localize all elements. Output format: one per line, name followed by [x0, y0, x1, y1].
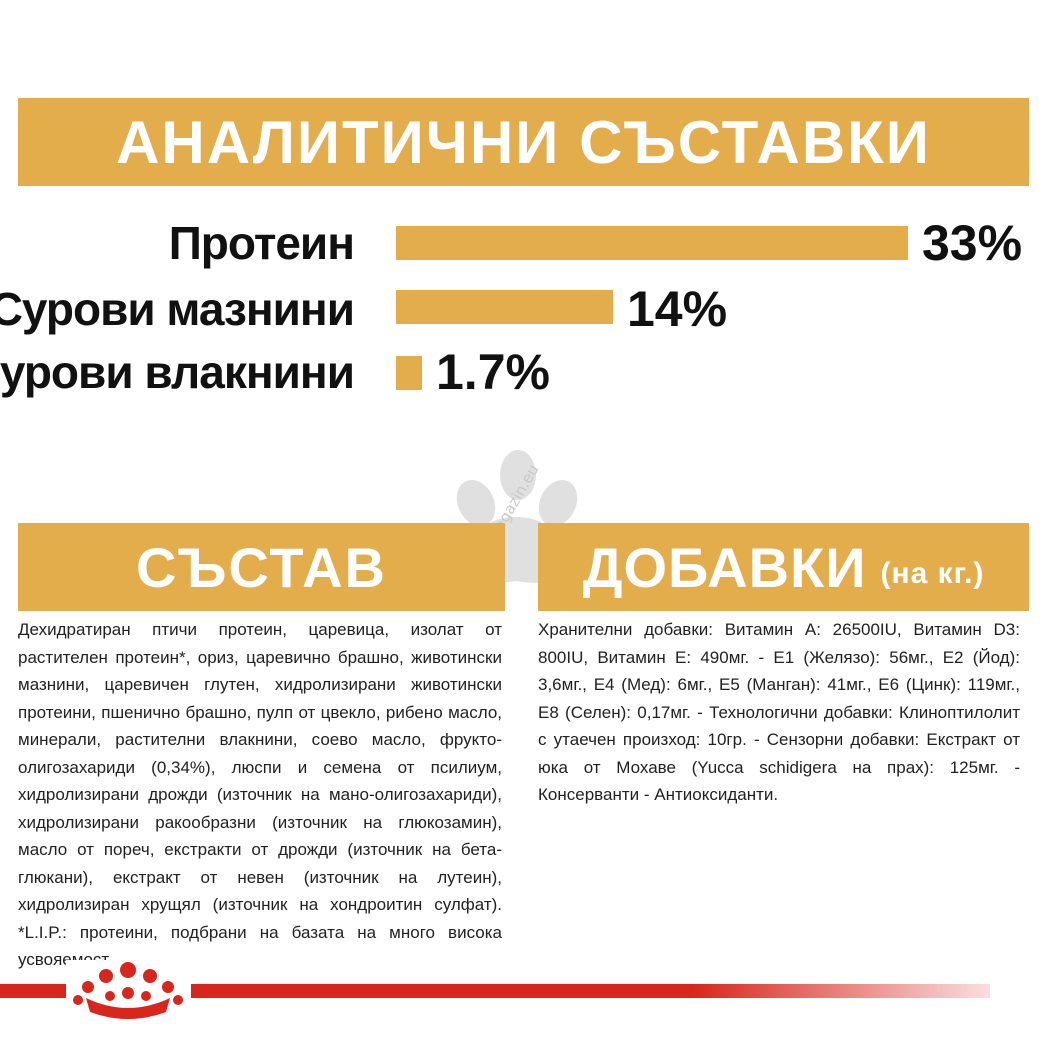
additives-title: ДОБАВКИ	[582, 535, 867, 599]
analytical-constituents-header: АНАЛИТИЧНИ СЪСТАВКИ	[18, 98, 1029, 186]
nutrient-label: Сурови влакнини	[0, 346, 355, 398]
royal-canin-crown-icon	[66, 960, 191, 1026]
composition-header: СЪСТАВ	[18, 523, 505, 611]
nutrient-value: 14%	[627, 281, 728, 337]
nutrient-label: Протеин	[168, 217, 355, 269]
additives-subtitle: (на кг.)	[880, 557, 985, 590]
composition-text: Дехидратиран птичи протеин, царевица, из…	[18, 620, 502, 969]
additives-header: ДОБАВКИ (на кг.)	[538, 523, 1029, 611]
additives-text: Хранителни добавки: Витамин A: 26500IU, …	[538, 620, 1020, 804]
nutrient-value: 1.7%	[436, 344, 550, 400]
nutrient-bar	[396, 356, 422, 390]
nutrient-label: Сурови мазнини	[0, 283, 355, 335]
nutrient-value: 33%	[922, 215, 1023, 271]
composition-title: СЪСТАВ	[135, 535, 387, 599]
brand-divider-line	[0, 984, 990, 998]
nutrient-bar	[396, 226, 908, 260]
nutrient-bar	[396, 290, 613, 324]
header-title: АНАЛИТИЧНИ СЪСТАВКИ	[116, 108, 931, 176]
